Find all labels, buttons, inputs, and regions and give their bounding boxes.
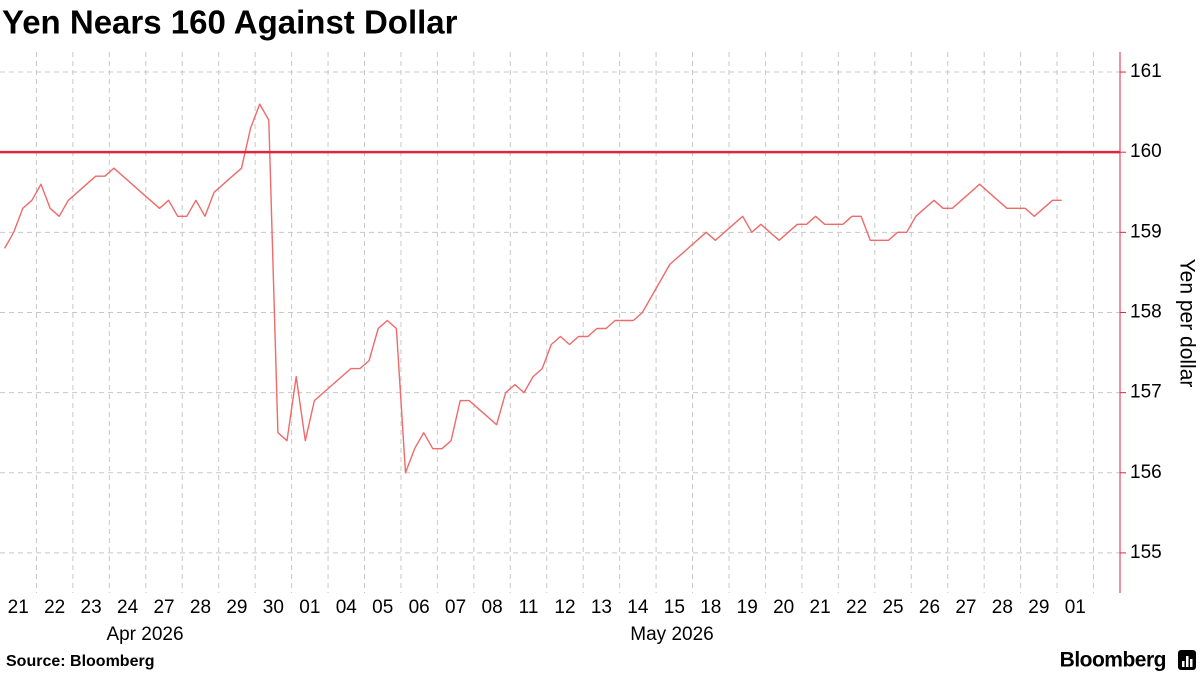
x-tick-label: 11 [519, 597, 539, 618]
x-tick-label: 23 [81, 597, 102, 618]
month-label: May 2026 [630, 624, 713, 645]
x-tick-label: 28 [190, 597, 211, 618]
x-tick-label: 27 [153, 597, 174, 618]
x-tick-label: 15 [664, 597, 685, 618]
y-tick-label: 157 [1130, 382, 1162, 403]
y-tick-label: 160 [1130, 141, 1162, 162]
x-tick-label: 13 [591, 597, 612, 618]
x-tick-label: 12 [554, 597, 575, 618]
x-tick-label: 22 [44, 597, 65, 618]
x-tick-label: 14 [627, 597, 649, 618]
source: Source: Bloomberg [6, 653, 154, 670]
x-tick-label: 24 [117, 597, 139, 618]
chart-title: Yen Nears 160 Against Dollar [2, 4, 458, 41]
x-tick-label: 06 [409, 597, 430, 618]
x-tick-label: 27 [955, 597, 976, 618]
y-tick-label: 155 [1130, 542, 1162, 563]
x-tick-label: 08 [482, 597, 503, 618]
month-label: Apr 2026 [106, 624, 183, 645]
x-tick-label: 29 [1028, 597, 1049, 618]
x-tick-label: 01 [299, 597, 320, 618]
x-tick-label: 05 [372, 597, 393, 618]
x-tick-label: 30 [263, 597, 284, 618]
y-axis-label: Yen per dollar [1175, 259, 1198, 388]
brand-icon [1178, 650, 1196, 670]
price-line [3, 103, 1062, 474]
x-tick-label: 04 [336, 597, 358, 618]
x-tick-label: 22 [846, 597, 867, 618]
brand: Bloomberg [1060, 649, 1166, 672]
x-tick-label: 26 [919, 597, 940, 618]
x-tick-label: 01 [1065, 597, 1086, 618]
x-tick-label: 07 [445, 597, 466, 618]
y-tick-label: 156 [1130, 462, 1162, 483]
x-tick-label: 28 [992, 597, 1013, 618]
x-tick-label: 29 [226, 597, 247, 618]
x-tick-label: 20 [773, 597, 794, 618]
y-tick-label: 161 [1130, 61, 1162, 82]
x-tick-label: 21 [8, 597, 29, 618]
y-tick-label: 158 [1130, 301, 1162, 322]
x-tick-label: 19 [737, 597, 758, 618]
x-tick-label: 25 [882, 597, 903, 618]
y-tick-label: 159 [1130, 221, 1162, 242]
x-tick-label: 21 [810, 597, 831, 618]
x-tick-label: 18 [700, 597, 721, 618]
